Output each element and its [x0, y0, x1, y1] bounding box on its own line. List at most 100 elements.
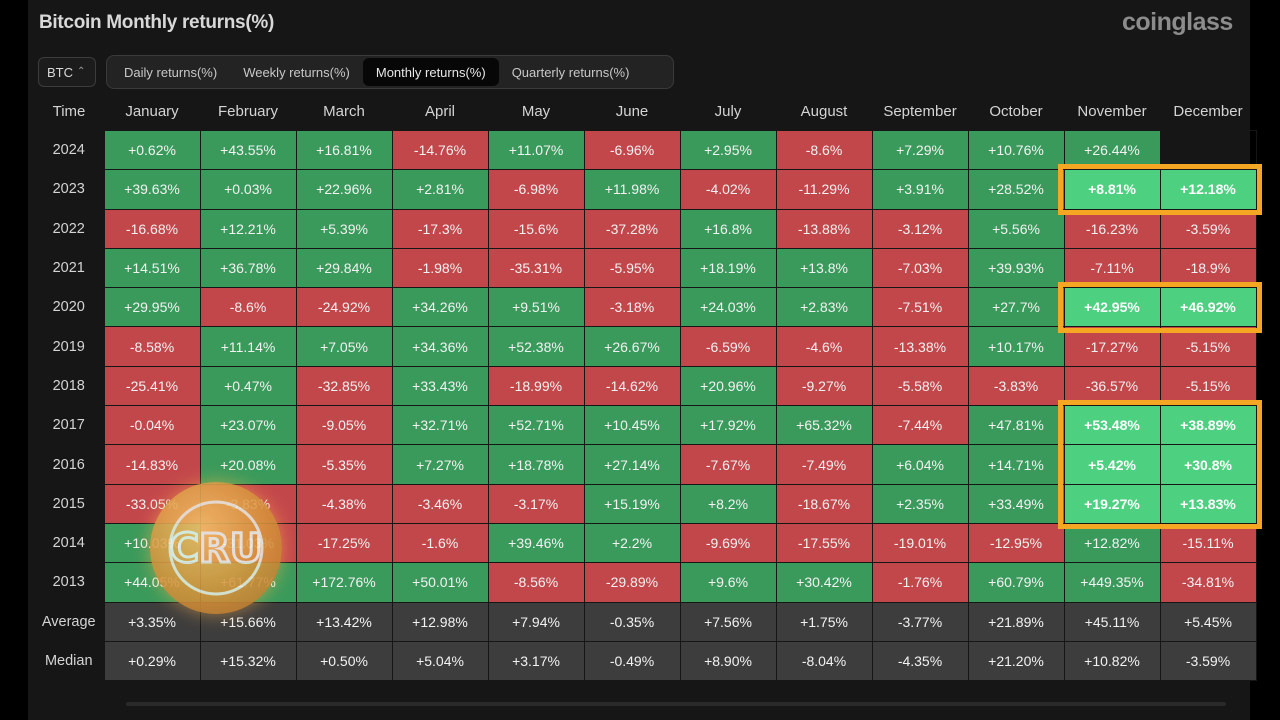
return-cell[interactable]: +16.81%: [295, 129, 393, 171]
return-cell[interactable]: -6.98%: [487, 169, 585, 210]
return-cell[interactable]: -7.51%: [871, 287, 969, 328]
return-cell[interactable]: +18.78%: [487, 444, 585, 485]
return-cell[interactable]: +2.83%: [775, 287, 873, 328]
return-cell[interactable]: +34.26%: [391, 287, 489, 328]
return-cell[interactable]: +2.81%: [391, 169, 489, 210]
return-cell[interactable]: +6.04%: [871, 444, 969, 485]
return-cell[interactable]: +3.91%: [871, 169, 969, 210]
return-cell[interactable]: +8.81%: [1063, 169, 1161, 210]
return-cell[interactable]: -5.95%: [583, 247, 681, 289]
return-cell[interactable]: -14.76%: [391, 129, 489, 171]
return-cell[interactable]: +27.14%: [583, 444, 681, 485]
return-cell[interactable]: +13.8%: [775, 247, 873, 289]
return-cell[interactable]: -17.27%: [1063, 326, 1161, 367]
return-cell[interactable]: +27.7%: [967, 287, 1065, 328]
tab-daily-returns[interactable]: Daily returns(%): [124, 64, 218, 80]
return-cell[interactable]: -0.04%: [103, 405, 201, 446]
return-cell[interactable]: +39.63%: [103, 169, 201, 210]
return-cell[interactable]: -3.83%: [967, 365, 1065, 407]
return-cell[interactable]: -18.9%: [1159, 247, 1257, 289]
return-cell[interactable]: -9.27%: [775, 365, 873, 407]
return-cell[interactable]: +22.96%: [295, 169, 393, 210]
return-cell[interactable]: -18.67%: [775, 483, 873, 524]
return-cell[interactable]: +2.95%: [679, 129, 777, 171]
return-cell[interactable]: -15.11%: [1159, 522, 1257, 564]
return-cell[interactable]: -9.69%: [679, 522, 777, 564]
tab-weekly-returns[interactable]: Weekly returns(%): [243, 64, 350, 80]
return-cell[interactable]: -37.28%: [583, 208, 681, 249]
return-cell[interactable]: +7.27%: [391, 444, 489, 485]
return-cell[interactable]: +33.43%: [391, 365, 489, 407]
horizontal-scrollbar[interactable]: [126, 702, 1226, 706]
return-cell[interactable]: -25.41%: [103, 365, 201, 407]
brand-logo[interactable]: coinglass: [1122, 8, 1233, 36]
return-cell[interactable]: -4.6%: [775, 326, 873, 367]
return-cell[interactable]: -11.29%: [775, 169, 873, 210]
return-cell[interactable]: +16.8%: [679, 208, 777, 249]
return-cell[interactable]: -3.17%: [487, 483, 585, 524]
return-cell[interactable]: +7.29%: [871, 129, 969, 171]
return-cell[interactable]: +18.19%: [679, 247, 777, 289]
return-cell[interactable]: +33.49%: [967, 483, 1065, 524]
return-cell[interactable]: +0.03%: [199, 169, 297, 210]
return-cell[interactable]: +12.18%: [1159, 169, 1257, 210]
return-cell[interactable]: -19.01%: [871, 522, 969, 564]
return-cell[interactable]: +29.95%: [103, 287, 201, 328]
return-cell[interactable]: -16.23%: [1063, 208, 1161, 249]
return-cell[interactable]: +26.67%: [583, 326, 681, 367]
return-cell[interactable]: +43.55%: [199, 129, 297, 171]
return-cell[interactable]: +42.95%: [1063, 287, 1161, 328]
return-cell[interactable]: -34.81%: [1159, 562, 1257, 603]
return-cell[interactable]: -7.44%: [871, 405, 969, 446]
return-cell[interactable]: +30.42%: [775, 562, 873, 603]
return-cell[interactable]: +36.78%: [199, 247, 297, 289]
return-cell[interactable]: +13.83%: [1159, 483, 1257, 524]
return-cell[interactable]: -5.35%: [295, 444, 393, 485]
return-cell[interactable]: -12.95%: [967, 522, 1065, 564]
return-cell[interactable]: +34.36%: [391, 326, 489, 367]
return-cell[interactable]: +30.8%: [1159, 444, 1257, 485]
return-cell[interactable]: +14.71%: [967, 444, 1065, 485]
return-cell[interactable]: +5.56%: [967, 208, 1065, 249]
return-cell[interactable]: -8.6%: [775, 129, 873, 171]
return-cell[interactable]: -9.05%: [295, 405, 393, 446]
return-cell[interactable]: +11.14%: [199, 326, 297, 367]
return-cell[interactable]: -7.49%: [775, 444, 873, 485]
return-cell[interactable]: +10.45%: [583, 405, 681, 446]
return-cell[interactable]: -7.67%: [679, 444, 777, 485]
return-cell[interactable]: +15.19%: [583, 483, 681, 524]
return-cell[interactable]: -3.18%: [583, 287, 681, 328]
return-cell[interactable]: -18.99%: [487, 365, 585, 407]
return-cell[interactable]: -7.03%: [871, 247, 969, 289]
return-cell[interactable]: -4.38%: [295, 483, 393, 524]
tab-quarterly-returns[interactable]: Quarterly returns(%): [511, 64, 630, 80]
return-cell[interactable]: +29.84%: [295, 247, 393, 289]
return-cell[interactable]: +23.07%: [199, 405, 297, 446]
return-cell[interactable]: +46.92%: [1159, 287, 1257, 328]
return-cell[interactable]: +50.01%: [391, 562, 489, 603]
return-cell[interactable]: +8.2%: [679, 483, 777, 524]
return-cell[interactable]: +11.07%: [487, 129, 585, 171]
return-cell[interactable]: +19.27%: [1063, 483, 1161, 524]
return-cell[interactable]: -1.76%: [871, 562, 969, 603]
return-cell[interactable]: +17.92%: [679, 405, 777, 446]
return-cell[interactable]: -6.96%: [583, 129, 681, 171]
return-cell[interactable]: +9.51%: [487, 287, 585, 328]
return-cell[interactable]: +60.79%: [967, 562, 1065, 603]
return-cell[interactable]: +10.76%: [967, 129, 1065, 171]
return-cell[interactable]: +12.21%: [199, 208, 297, 249]
return-cell[interactable]: -1.98%: [391, 247, 489, 289]
return-cell[interactable]: +172.76%: [295, 562, 393, 603]
return-cell[interactable]: +7.05%: [295, 326, 393, 367]
return-cell[interactable]: -8.56%: [487, 562, 585, 603]
return-cell[interactable]: +2.35%: [871, 483, 969, 524]
return-cell[interactable]: +11.98%: [583, 169, 681, 210]
return-cell[interactable]: -17.3%: [391, 208, 489, 249]
return-cell[interactable]: -32.85%: [295, 365, 393, 407]
return-cell[interactable]: -16.68%: [103, 208, 201, 249]
return-cell[interactable]: +52.71%: [487, 405, 585, 446]
return-cell[interactable]: -29.89%: [583, 562, 681, 603]
return-cell[interactable]: +449.35%: [1063, 562, 1161, 603]
return-cell[interactable]: +2.2%: [583, 522, 681, 564]
asset-select[interactable]: BTC ⌃: [38, 57, 96, 87]
